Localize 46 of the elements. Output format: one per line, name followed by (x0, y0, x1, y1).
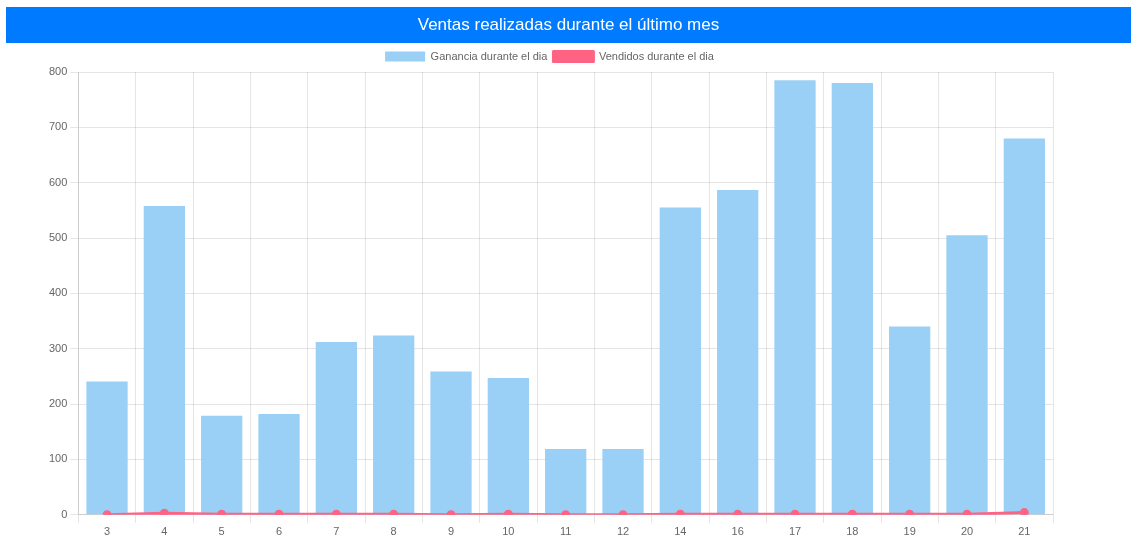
bar (946, 235, 988, 515)
x-tick-label: 7 (333, 525, 340, 538)
bar (602, 448, 644, 515)
x-tick-label: 3 (103, 525, 111, 538)
x-tick-label: 14 (674, 525, 687, 538)
x-tick-label: 18 (846, 525, 859, 538)
bar (831, 83, 873, 515)
x-tick-label: 19 (903, 525, 916, 538)
bar (889, 326, 931, 515)
x-tick-label: 4 (161, 525, 168, 538)
bar (258, 414, 300, 515)
bar (201, 415, 243, 515)
bar (774, 80, 816, 515)
bar (430, 371, 472, 515)
x-tick-label: 8 (390, 525, 397, 538)
x-tick-label: 16 (731, 525, 744, 538)
bar (1003, 138, 1045, 515)
bar (373, 335, 415, 515)
y-tick-label: 400 (48, 286, 68, 299)
y-tick-label: 800 (48, 65, 68, 78)
bar (545, 448, 587, 515)
legend-label: Ganancia durante el dia (430, 49, 549, 62)
x-tick-label: 11 (559, 525, 572, 538)
x-tick-label: 9 (447, 525, 455, 538)
bar (86, 381, 128, 515)
x-tick-label: 17 (788, 525, 802, 538)
x-tick-label: 5 (218, 525, 225, 538)
bar (659, 207, 701, 515)
legend-label: Vendidos durante el dia (598, 49, 715, 62)
y-tick-label: 200 (48, 397, 68, 410)
y-tick-label: 500 (48, 231, 68, 244)
bar (315, 342, 357, 515)
y-tick-label: 700 (48, 120, 68, 133)
bar (143, 205, 185, 515)
x-tick-label: 12 (616, 525, 630, 538)
x-tick-label: 6 (275, 525, 283, 538)
y-tick-label: 0 (61, 507, 68, 520)
x-tick-label: 10 (502, 525, 515, 538)
chart-title: Ventas realizadas durante el último mes (416, 14, 721, 36)
y-tick-label: 600 (48, 175, 68, 188)
x-tick-label: 21 (1018, 525, 1031, 538)
y-tick-label: 100 (48, 452, 68, 465)
bar (487, 378, 529, 515)
bar (717, 189, 759, 515)
x-tick-label: 20 (960, 525, 974, 538)
y-tick-label: 300 (48, 341, 68, 354)
